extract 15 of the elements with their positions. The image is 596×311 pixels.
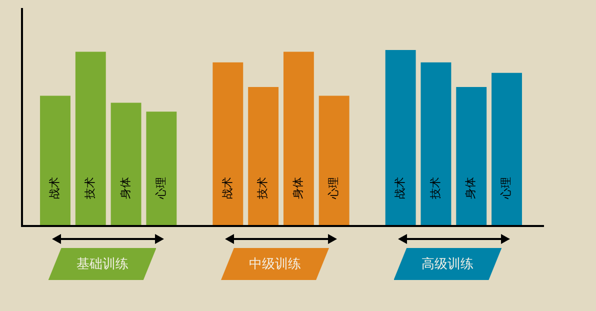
text: 身体 [118,177,132,199]
x-tick-label: 基础训练 [48,248,156,280]
series-label: 战术 [220,177,234,199]
x-tick-label: 高级训练 [394,248,502,280]
text: 技术 [83,177,96,199]
x-tick-label: 中级训练 [221,248,329,280]
series-label: 心理 [154,177,168,200]
text: 战术 [393,177,406,199]
text: 心理 [500,177,513,199]
text: 技术 [256,177,270,199]
text: 心理 [326,177,340,199]
series-label: 技术 [428,177,442,200]
text: 战术 [48,177,62,199]
text: 身体 [464,177,478,199]
series-label: 身体 [292,177,305,199]
